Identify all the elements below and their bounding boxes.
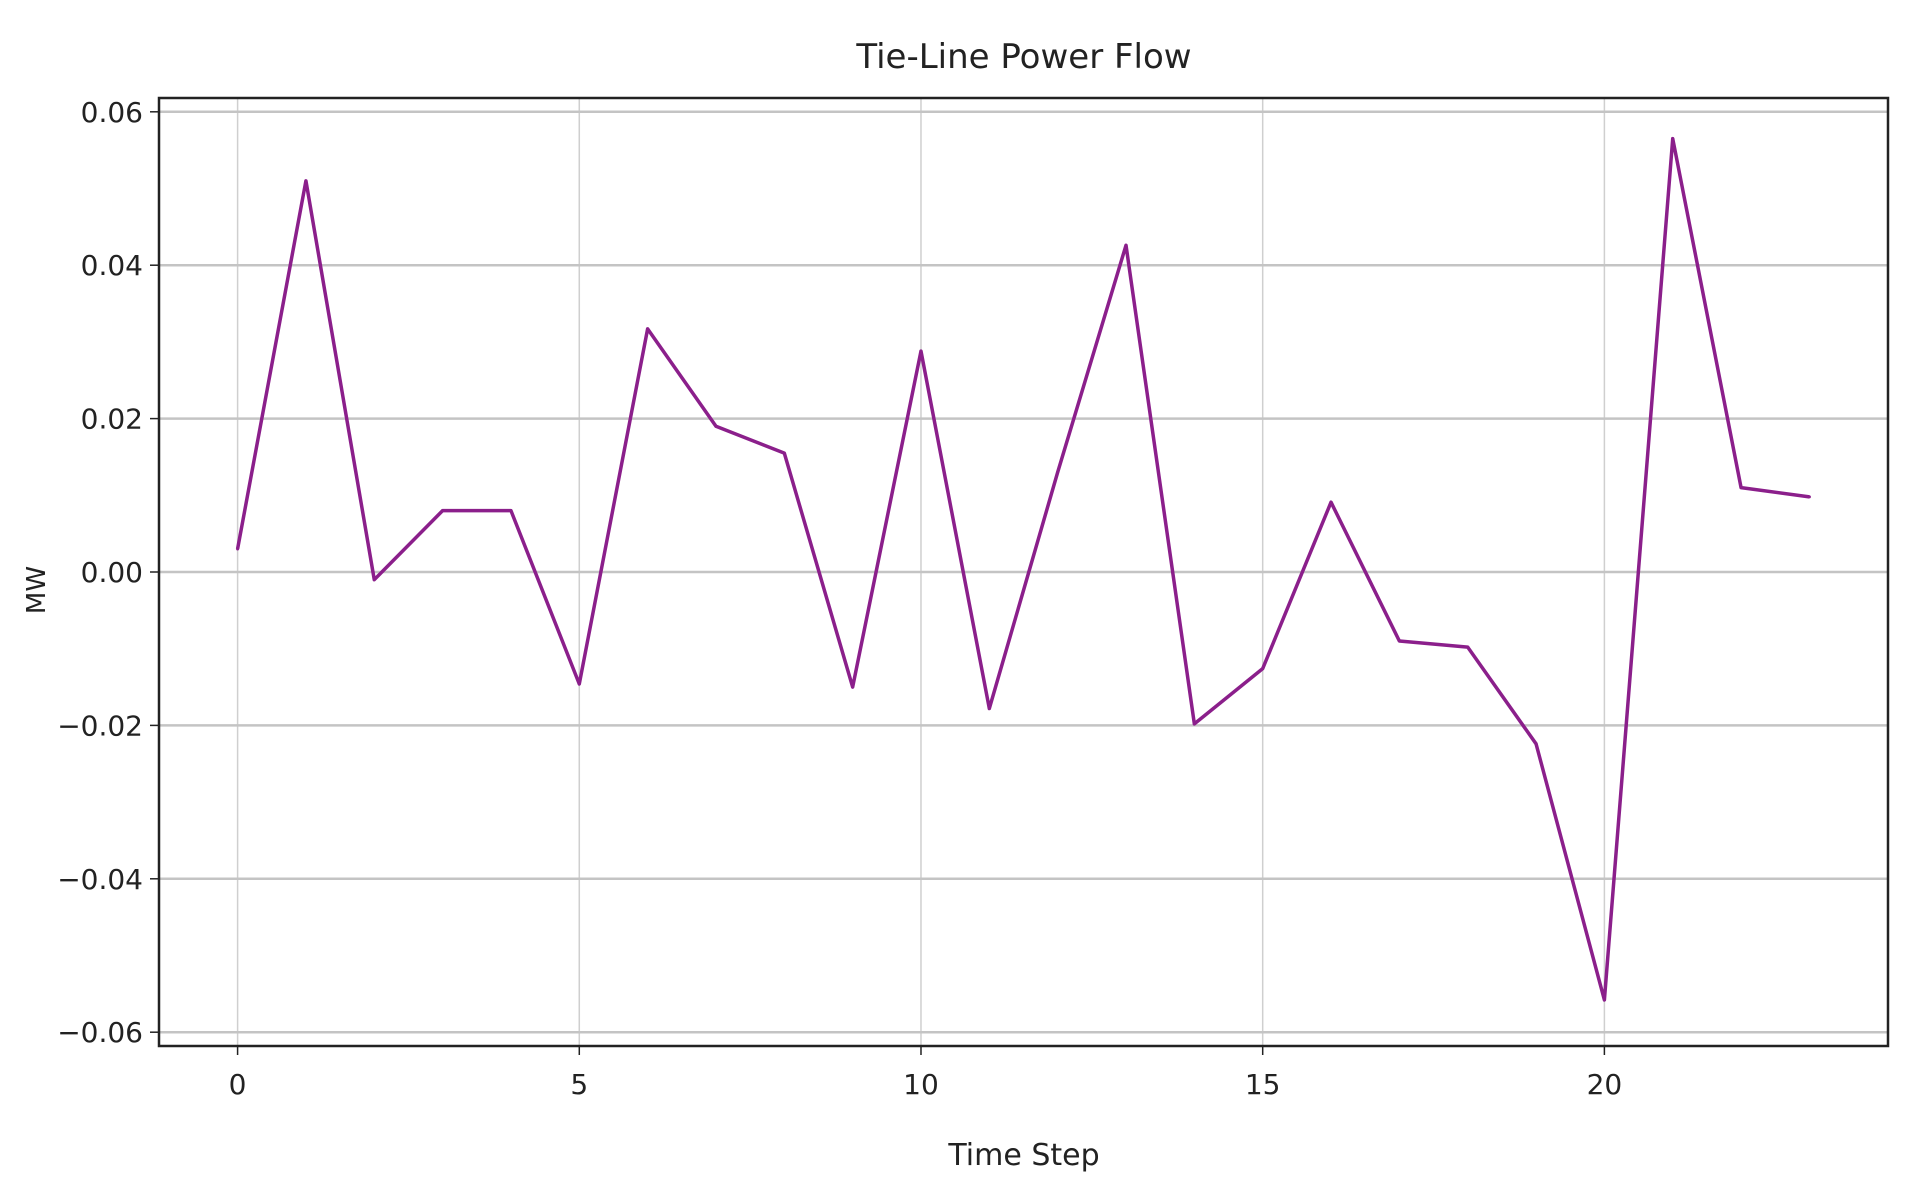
data-point — [236, 547, 240, 551]
y-axis-label: MW — [22, 566, 52, 614]
data-point — [1534, 742, 1538, 746]
data-point — [1671, 137, 1675, 141]
x-axis-label: Time Step — [947, 1138, 1099, 1173]
y-tick-label: −0.06 — [57, 1016, 143, 1049]
grid — [159, 98, 1888, 1046]
x-tick-label: 0 — [229, 1068, 247, 1101]
x-tick-label: 10 — [903, 1068, 939, 1101]
series — [235, 136, 1811, 1002]
data-point — [646, 327, 650, 331]
data-point — [1807, 495, 1811, 499]
data-point — [1397, 639, 1401, 643]
x-tick-label: 5 — [570, 1068, 588, 1101]
data-point — [1329, 500, 1333, 504]
y-tick-label: 0.06 — [81, 96, 143, 129]
data-point — [577, 682, 581, 686]
chart-title: Tie-Line Power Flow — [855, 37, 1191, 77]
data-point — [304, 179, 308, 183]
data-point — [1602, 998, 1606, 1002]
data-point — [782, 451, 786, 455]
data-point — [1056, 470, 1060, 474]
series-line — [235, 136, 1810, 1002]
data-point — [1192, 722, 1196, 726]
data-point — [1124, 243, 1128, 247]
data-point — [372, 578, 376, 582]
data-point — [919, 349, 923, 353]
y-tick-label: 0.04 — [81, 249, 143, 282]
ticks: 0 5 10 15 20 0.06 0.04 0.02 0.00 −0.02 −0.04 −0.06 — [57, 96, 1622, 1101]
data-point — [1466, 645, 1470, 649]
data-point — [441, 509, 445, 513]
data-point — [1261, 667, 1265, 671]
y-tick-label: 0.02 — [81, 403, 143, 436]
data-point — [509, 509, 513, 513]
data-point — [714, 424, 718, 428]
data-point — [851, 685, 855, 689]
y-tick-label: 0.00 — [81, 556, 143, 589]
data-point — [1739, 486, 1743, 490]
y-tick-label: −0.02 — [57, 709, 143, 742]
plot-frame — [157, 96, 1890, 1048]
y-tick-label: −0.04 — [57, 863, 143, 896]
data-point — [987, 707, 991, 711]
x-tick-label: 15 — [1245, 1068, 1281, 1101]
x-tick-label: 20 — [1587, 1068, 1623, 1101]
